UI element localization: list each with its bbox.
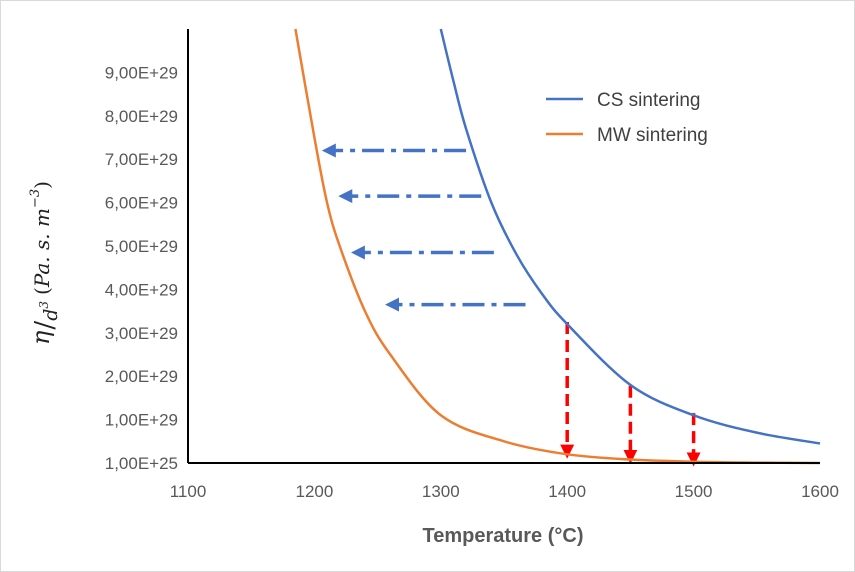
legend-label-mw: MW sintering — [597, 125, 708, 146]
x-tick-label: 1100 — [170, 482, 207, 501]
y-tick-label: 4,00E+29 — [105, 280, 178, 299]
y-tick-label: 8,00E+29 — [105, 107, 178, 126]
y-tick-label: 3,00E+29 — [105, 324, 178, 343]
y-tick-label: 2,00E+29 — [105, 367, 178, 386]
legend-label-cs: CS sintering — [597, 90, 701, 111]
y-axis-unit-exponent: −3 — [28, 189, 43, 208]
series-line-mw-sintering — [294, 28, 821, 465]
y-tick-label: 6,00E+29 — [105, 194, 178, 213]
y-tick-label: 5,00E+29 — [105, 237, 178, 256]
x-tick-label: 1400 — [548, 482, 586, 501]
x-tick-label: 1500 — [675, 482, 713, 501]
annotations — [321, 143, 701, 467]
series-line-cs-sintering — [439, 28, 821, 445]
y-axis-divisor: d — [40, 309, 62, 321]
y-tick-label: 7,00E+29 — [105, 150, 178, 169]
y-tick-label: 9,00E+29 — [105, 63, 178, 82]
x-tick-label: 1200 — [295, 482, 333, 501]
x-axis-title: Temperature (°C) — [423, 525, 584, 547]
y-axis-unit-open: ( — [30, 287, 54, 295]
x-tick-label: 1600 — [801, 482, 839, 501]
y-axis-symbol: η — [27, 330, 55, 345]
y-axis-unit: Pa. s. m — [30, 208, 54, 288]
y-tick-label: 1,00E+25 — [105, 454, 178, 473]
series-layer — [294, 28, 821, 465]
legend: CS sintering MW sintering — [546, 90, 708, 146]
tick-labels: 1,00E+25 1,00E+29 2,00E+29 3,00E+29 4,00E+29… — [105, 63, 839, 501]
y-axis-divisor-exponent: 3 — [37, 301, 51, 309]
y-tick-label: 1,00E+29 — [105, 411, 178, 430]
axes — [187, 29, 820, 464]
svg-text:η/d3(Pa. s. m−3): η/d3(Pa. s. m−3) — [27, 181, 62, 345]
x-tick-label: 1300 — [422, 482, 460, 501]
y-axis-title: η/d3(Pa. s. m−3) — [27, 181, 62, 345]
y-axis-unit-close: ) — [30, 181, 54, 189]
